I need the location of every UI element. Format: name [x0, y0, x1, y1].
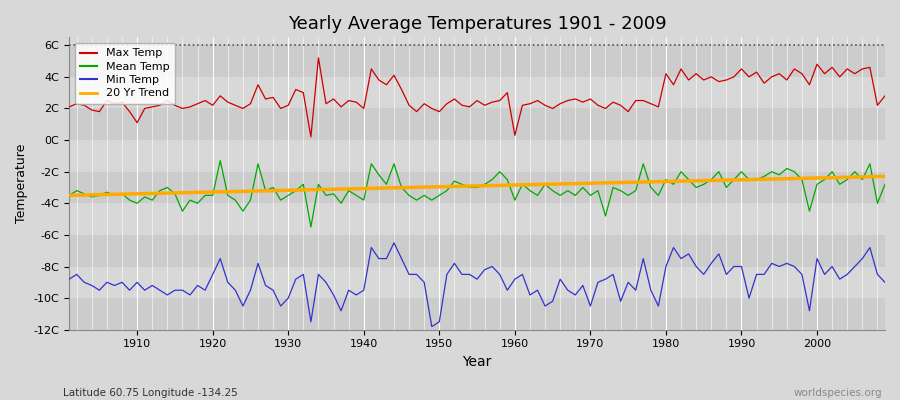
X-axis label: Year: Year	[463, 355, 491, 369]
Bar	[69, 140, 885, 172]
Text: worldspecies.org: worldspecies.org	[794, 388, 882, 398]
Bar	[69, 203, 885, 235]
Title: Yearly Average Temperatures 1901 - 2009: Yearly Average Temperatures 1901 - 2009	[288, 15, 666, 33]
Legend: Max Temp, Mean Temp, Min Temp, 20 Yr Trend: Max Temp, Mean Temp, Min Temp, 20 Yr Tre…	[75, 43, 175, 104]
Text: Latitude 60.75 Longitude -134.25: Latitude 60.75 Longitude -134.25	[63, 388, 238, 398]
Bar	[69, 77, 885, 108]
Bar	[69, 45, 885, 77]
Bar	[69, 298, 885, 330]
Bar	[69, 266, 885, 298]
Bar	[69, 108, 885, 140]
Bar	[69, 172, 885, 203]
Bar	[69, 235, 885, 266]
Y-axis label: Temperature: Temperature	[15, 144, 28, 223]
